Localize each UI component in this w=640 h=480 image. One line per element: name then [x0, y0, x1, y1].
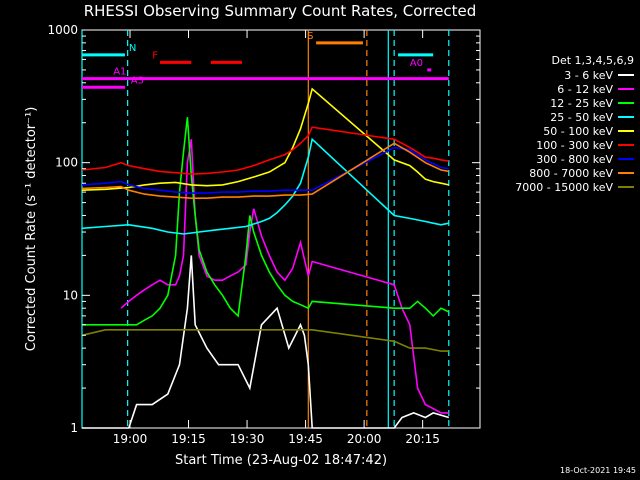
y-tick-label-0: 1 — [70, 421, 78, 435]
series-line-0 — [82, 255, 450, 429]
x-tick-label-3: 19:45 — [288, 432, 323, 446]
annotation-bars: N F S A1 A3 A0 — [82, 31, 449, 89]
legend-item: 3 - 6 keV — [484, 68, 634, 82]
y-tick-label-1: 10 — [63, 288, 78, 302]
legend-swatch — [618, 158, 634, 160]
legend-item: 100 - 300 keV — [484, 138, 634, 152]
annotation-label-4: A3 — [131, 75, 144, 86]
series-line-8 — [81, 328, 449, 352]
legend-label: 50 - 100 keV — [543, 124, 613, 138]
legend-swatch — [618, 102, 634, 104]
legend-item: 800 - 7000 keV — [484, 166, 634, 180]
annotation-label-0: N — [129, 43, 136, 54]
y-tick-label-2: 100 — [55, 156, 78, 170]
legend-label: 7000 - 15000 keV — [515, 180, 613, 194]
legend-item: 300 - 800 keV — [484, 152, 634, 166]
legend-item: 12 - 25 keV — [484, 96, 634, 110]
legend-label: 800 - 7000 keV — [529, 166, 613, 180]
legend-item: 6 - 12 keV — [484, 82, 634, 96]
x-axis-label: Start Time (23-Aug-02 18:47:42) — [174, 453, 388, 468]
series-line-7 — [81, 142, 449, 199]
legend-header: Det 1,3,4,5,6,9 — [551, 54, 634, 67]
annotation-label-2: S — [307, 31, 313, 42]
x-tick-label-0: 19:00 — [113, 432, 148, 446]
legend-swatch — [618, 186, 634, 188]
plot-frame — [81, 29, 481, 429]
series-line-5 — [81, 126, 449, 175]
legend-label: 12 - 25 keV — [550, 96, 613, 110]
legend-swatch — [618, 74, 634, 76]
chart-title: RHESSI Observing Summary Count Rates, Co… — [83, 2, 477, 20]
series-lines — [81, 87, 450, 429]
legend-item: 7000 - 15000 keV — [484, 180, 634, 194]
legend-rows: 3 - 6 keV 6 - 12 keV 12 - 25 keV 25 - 50 ke… — [484, 68, 634, 194]
series-line-3 — [81, 137, 449, 235]
legend-label: 100 - 300 keV — [536, 138, 613, 152]
series-line-4 — [81, 87, 449, 191]
vertical-markers — [81, 30, 450, 428]
y-tick-label-3: 1000 — [47, 23, 78, 37]
legend-swatch — [618, 88, 634, 90]
x-axis: 19:00 19:15 19:30 19:45 20:00 20:15 — [113, 30, 440, 446]
annotation-label-5: A0 — [410, 58, 423, 69]
legend-label: 25 - 50 keV — [550, 110, 613, 124]
legend-swatch — [618, 172, 634, 174]
series-line-2 — [82, 117, 450, 326]
legend-label: 6 - 12 keV — [557, 82, 613, 96]
legend-item: 50 - 100 keV — [484, 124, 634, 138]
x-tick-label-2: 19:30 — [230, 432, 265, 446]
legend: Det 1,3,4,5,6,9 3 - 6 keV 6 - 12 keV 12 - … — [484, 54, 634, 194]
series-line-1 — [120, 139, 449, 414]
x-tick-label-4: 20:00 — [347, 432, 382, 446]
annotation-label-3: A1 — [113, 67, 126, 78]
legend-swatch — [618, 144, 634, 146]
legend-label: 300 - 800 keV — [536, 152, 613, 166]
annotation-label-1: F — [152, 50, 158, 61]
x-tick-label-1: 19:15 — [171, 432, 206, 446]
legend-label: 3 - 6 keV — [564, 68, 613, 82]
render-timestamp: 18-Oct-2021 19:45 — [560, 466, 636, 475]
legend-swatch — [618, 116, 634, 118]
legend-swatch — [618, 130, 634, 132]
legend-item: 25 - 50 keV — [484, 110, 634, 124]
y-axis: 1 10 100 1000 — [47, 23, 480, 435]
y-axis-label: Corrected Count Rate (s⁻¹ detector⁻¹) — [24, 107, 39, 352]
x-tick-label-5: 20:15 — [405, 432, 440, 446]
